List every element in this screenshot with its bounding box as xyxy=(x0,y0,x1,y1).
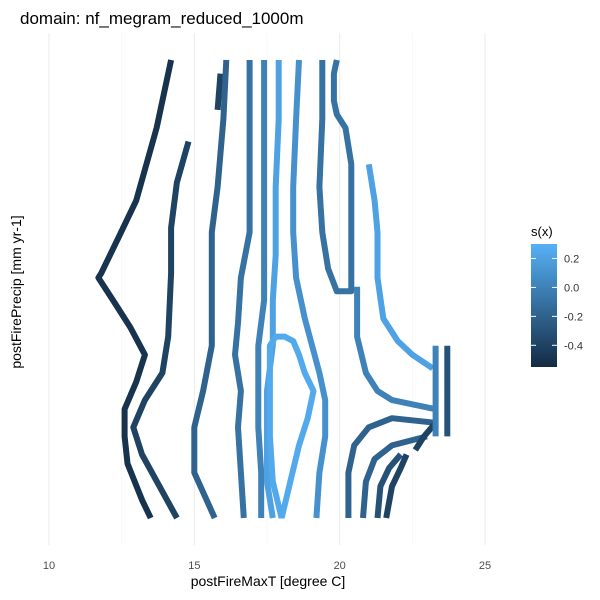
legend-tick-label: -0.2 xyxy=(564,311,583,323)
x-axis-title: postFireMaxT [degree C] xyxy=(191,573,346,589)
contour-line xyxy=(191,59,230,520)
contour-line xyxy=(383,453,410,519)
contour-line xyxy=(264,60,282,519)
contour-line xyxy=(232,60,253,519)
legend-title: s(x) xyxy=(531,224,553,239)
contour-line xyxy=(354,286,437,413)
x-tick-label: 15 xyxy=(188,560,200,572)
legend-ticks: 0.2 0.0 -0.2 -0.4 xyxy=(531,253,583,352)
contour-line xyxy=(412,420,438,452)
y-axis-title: postFirePrecip [mm yr-1] xyxy=(8,215,24,368)
chart-title: domain: nf_megram_reduced_1000m xyxy=(20,9,304,28)
legend-tick-label: 0.2 xyxy=(564,253,579,265)
contour-line xyxy=(130,140,192,520)
legend-tick-label: -0.4 xyxy=(564,340,583,352)
contour-line xyxy=(345,415,436,518)
x-axis-tick-labels: 10 15 20 25 xyxy=(43,560,491,572)
contour-lines xyxy=(95,59,451,520)
x-tick-label: 25 xyxy=(479,560,491,572)
legend-colorbar xyxy=(531,244,557,367)
contour-line xyxy=(214,73,224,111)
contour-line xyxy=(290,59,329,519)
color-legend: s(x) 0.2 0.0 -0.2 -0.4 xyxy=(531,224,583,367)
contour-line xyxy=(255,60,268,518)
contour-line xyxy=(266,333,317,519)
contour-line xyxy=(316,59,355,295)
legend-tick-label: 0.0 xyxy=(564,282,579,294)
x-tick-label: 20 xyxy=(334,560,346,572)
contour-line xyxy=(374,452,403,519)
contour-line xyxy=(95,59,175,520)
contour-line xyxy=(365,163,435,371)
contour-line xyxy=(360,433,428,519)
x-tick-label: 10 xyxy=(43,560,55,572)
